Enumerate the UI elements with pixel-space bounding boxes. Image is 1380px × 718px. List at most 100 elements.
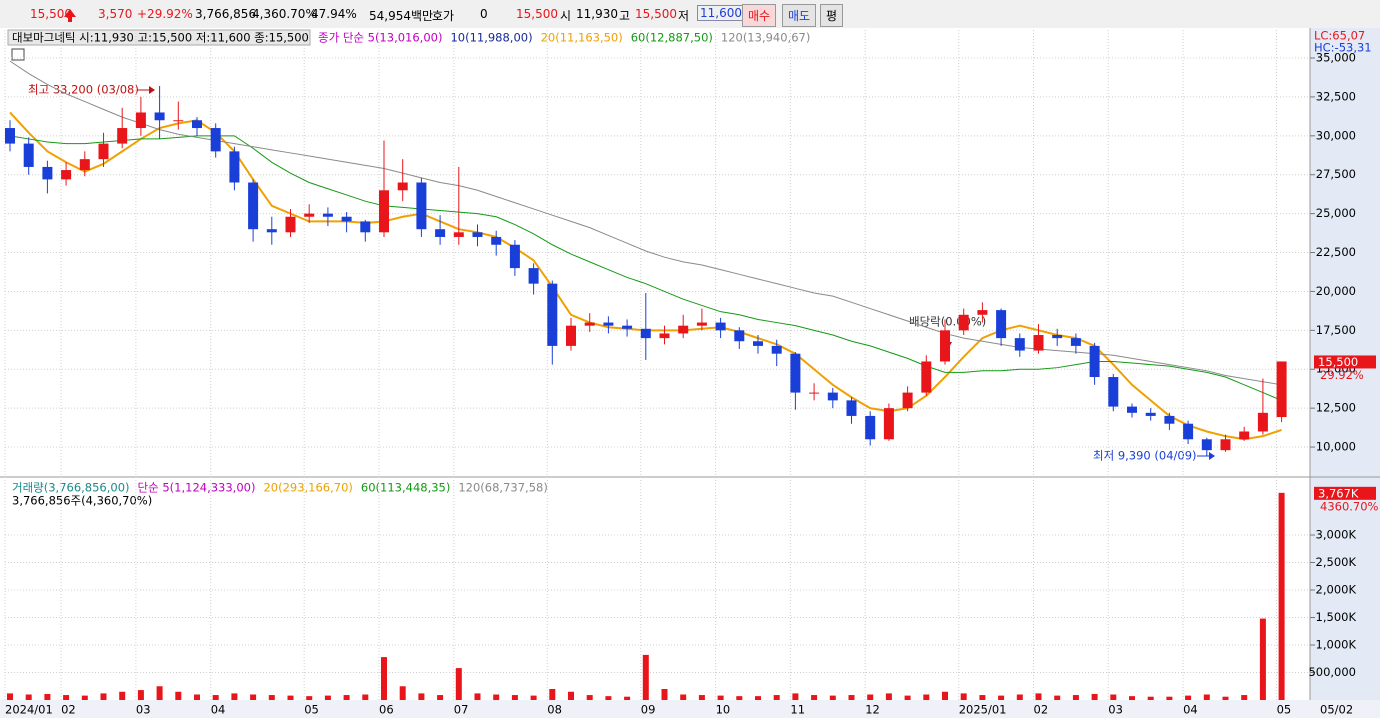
volume-bar [1129, 696, 1135, 700]
candle-body [640, 328, 651, 339]
change: 3,570 [98, 7, 133, 21]
candle-body [584, 322, 595, 326]
candle-body [1220, 439, 1231, 451]
low-label: 저 [678, 9, 690, 23]
candle-body [248, 182, 259, 230]
candle-body [622, 325, 633, 329]
y-tick-label: 30,000 [1316, 128, 1356, 142]
candle-body [1276, 361, 1287, 418]
volume-bar [63, 695, 70, 700]
candle-body [958, 314, 969, 331]
volume-bar [1072, 695, 1079, 700]
volume-bar [773, 695, 780, 700]
y-tick-label: 3,000K [1316, 528, 1357, 542]
info: 대보마그네틱 시:11,930 고:15,500 저:11,600 종:15,5… [12, 31, 309, 45]
candle-body [846, 400, 857, 416]
candle-body [285, 216, 296, 233]
candle-body [1108, 377, 1119, 407]
candle-body [491, 236, 502, 245]
x-tick-label: 02 [1034, 703, 1049, 717]
axis-bg [1310, 28, 1380, 718]
x-tick-label: 10 [716, 703, 731, 717]
candle-body [304, 213, 315, 217]
volume-bar [586, 695, 593, 700]
candle-body [883, 408, 894, 440]
candle-body [809, 392, 820, 394]
legend-entry: 종가 단순 5(13,016,00) [318, 31, 442, 45]
volume-bar [399, 686, 406, 700]
volume-bar [1203, 694, 1210, 700]
volume-bar [1016, 694, 1023, 700]
candle-body [135, 112, 146, 129]
candle-body [360, 221, 371, 233]
volume-bar [231, 693, 238, 700]
y-tick-label: 1,000K [1316, 638, 1357, 652]
x-tick-label: 06 [379, 703, 394, 717]
candle-body [678, 325, 689, 334]
volume-bar [530, 695, 537, 700]
volume-bar [1222, 696, 1229, 700]
volume: 3,766,856 [195, 7, 257, 21]
annotation: 최저 9,390 (04/09) [1093, 449, 1197, 463]
x-tick-label: 11 [790, 703, 805, 717]
candle-body [940, 330, 950, 362]
volume-bar [343, 695, 350, 700]
x-tick-label: 03 [136, 703, 151, 717]
candle-body [341, 216, 352, 222]
volume-bar [1054, 695, 1061, 700]
volume-bar [137, 690, 144, 700]
legend-entry: 단순 5(1,124,333,00) [138, 481, 256, 495]
toolbar: 15,500 3,570 +29.92% 3,766,856 4,360.70%… [0, 0, 1380, 29]
candle-body [379, 190, 389, 233]
volume-bar [455, 668, 462, 700]
amount: 54,954백만 [369, 9, 434, 23]
volume-bar [549, 689, 556, 700]
turnover: 47.94% [311, 7, 357, 21]
y-tick-label: 17,500 [1316, 323, 1356, 337]
sell-button[interactable]: 매도 [782, 4, 817, 27]
volume-bar [642, 654, 649, 700]
legend-entry: 60(12,887,50) [631, 31, 713, 45]
candle-body [1014, 338, 1025, 351]
volume-bar [324, 695, 331, 700]
candle-body [173, 120, 184, 122]
quote-price: 15,500 [516, 7, 558, 21]
volume-bar [81, 695, 88, 700]
volume-bar [885, 693, 892, 700]
candle-body [790, 353, 801, 393]
candle-body [1089, 345, 1100, 378]
annotation: 최고 33,200 (03/08) [28, 83, 139, 97]
volume-bar [698, 695, 705, 700]
volume-bar [156, 686, 163, 700]
candle-body [79, 159, 90, 171]
last-volume: 3,767K [1318, 486, 1359, 500]
volume-bar [848, 695, 855, 700]
volume-bar [212, 695, 219, 700]
volume-bar [923, 694, 930, 700]
buy-button[interactable]: 매수 [742, 4, 777, 27]
volume-bar [250, 694, 257, 700]
candle-body [1164, 415, 1175, 424]
candle-body [1145, 412, 1156, 416]
last-change: 29.92% [1320, 368, 1364, 382]
legend-entry: 20(293,166,70) [263, 481, 352, 495]
volume-bar [661, 689, 668, 700]
candle-body [1127, 406, 1137, 413]
y-tick-label: 10,000 [1316, 440, 1356, 454]
candle-body [528, 268, 539, 284]
candle-body [547, 283, 558, 346]
quote: 0 [480, 7, 488, 21]
volume-bar [1091, 693, 1098, 700]
y-tick-label: 12,500 [1316, 401, 1356, 415]
volume-bar [418, 693, 425, 700]
candle-body [435, 229, 446, 237]
candle-body [61, 170, 72, 180]
candle-body [865, 415, 876, 440]
legend-entry: 20(11,163,50) [541, 31, 623, 45]
arrow-head [1209, 452, 1215, 460]
volume-bar [119, 691, 126, 700]
y-tick-label: 32,500 [1316, 89, 1356, 103]
legend-entry: 120(68,737,58) [458, 481, 547, 495]
avg-button[interactable]: 평 [820, 4, 844, 27]
y-tick-label: 27,500 [1316, 167, 1356, 181]
